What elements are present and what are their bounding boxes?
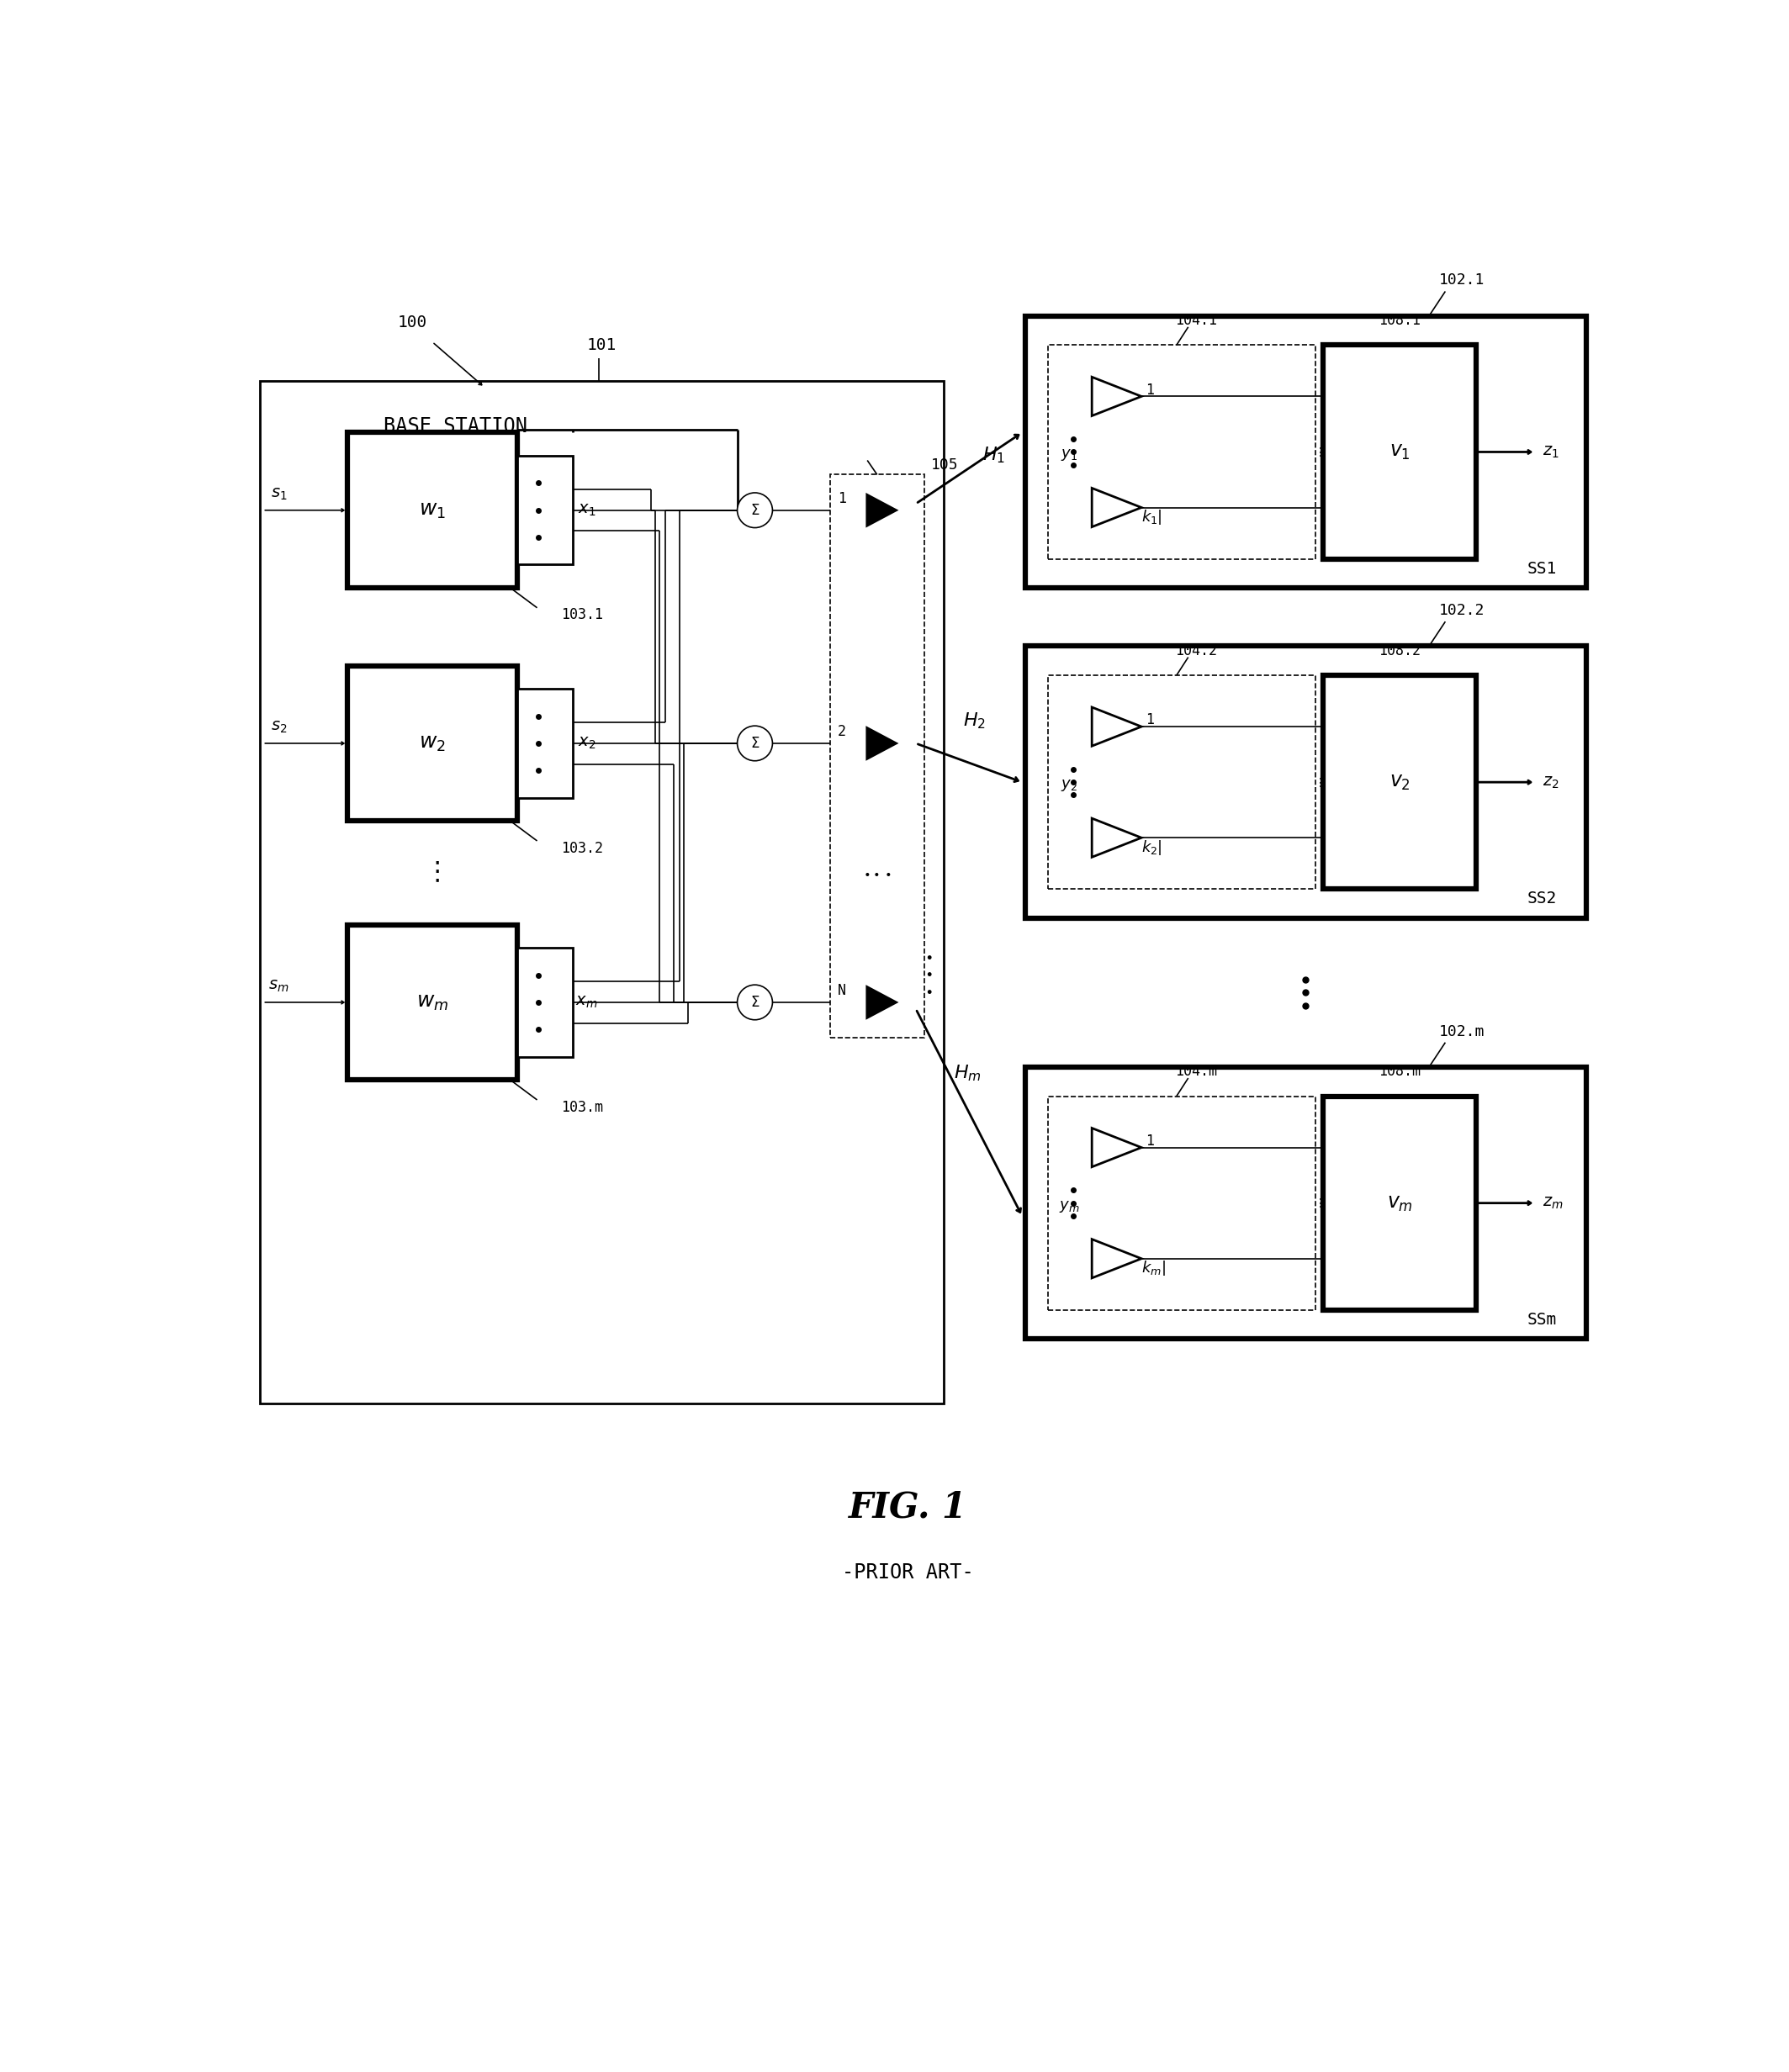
Bar [1048,1096,1315,1310]
Text: 102.2: 102.2 [1438,603,1485,617]
Text: $k_1$|: $k_1$| [1141,508,1163,526]
Polygon shape [868,727,896,758]
Text: 1: 1 [837,491,846,506]
Text: 108.m: 108.m [1379,1065,1420,1080]
Text: SS2: SS2 [1528,891,1556,908]
Text: SSm: SSm [1528,1312,1556,1328]
Text: $\vdots$: $\vdots$ [1313,445,1322,458]
Text: $w_1$: $w_1$ [419,499,445,520]
Bar [1025,315,1587,588]
Circle shape [737,725,773,760]
Text: 100: 100 [397,315,428,329]
Bar [517,947,572,1057]
Text: $v_m$: $v_m$ [1386,1193,1413,1212]
Text: $\Sigma$: $\Sigma$ [750,995,760,1009]
Text: 108.1: 108.1 [1379,313,1420,327]
Text: 103.1: 103.1 [562,607,603,624]
Text: 1: 1 [1147,1133,1154,1148]
Polygon shape [868,495,896,526]
Text: 103.m: 103.m [562,1100,603,1115]
Text: $\vdots$: $\vdots$ [1313,775,1322,789]
Text: $k_m$|: $k_m$| [1141,1260,1166,1278]
Text: BASE STATION: BASE STATION [383,416,528,435]
Text: $z_1$: $z_1$ [1542,443,1560,460]
Bar [1048,346,1315,559]
Bar [347,433,517,588]
Text: 108.2: 108.2 [1379,642,1420,659]
Bar [517,456,572,564]
Text: N: N [837,982,846,999]
Text: $z_2$: $z_2$ [1542,775,1560,789]
Text: $v_1$: $v_1$ [1390,441,1410,462]
Text: $v_2$: $v_2$ [1390,773,1410,792]
Bar [347,924,517,1080]
Text: $\Sigma$: $\Sigma$ [750,503,760,518]
Text: $\Sigma$: $\Sigma$ [750,736,760,750]
Text: $s_1$: $s_1$ [270,487,288,501]
Text: $s_m$: $s_m$ [268,978,290,995]
Text: $y_m$: $y_m$ [1059,1200,1079,1214]
Bar [1025,1067,1587,1339]
Bar [1048,675,1315,889]
Bar [1324,675,1476,889]
Bar [517,688,572,798]
Polygon shape [1091,489,1141,526]
Text: 105: 105 [930,458,959,472]
Circle shape [737,984,773,1019]
Text: 1: 1 [1147,713,1154,727]
Text: 2: 2 [837,723,846,740]
Bar [259,381,945,1405]
Bar [1324,1096,1476,1310]
Text: 104.1: 104.1 [1175,313,1217,327]
Text: -PRIOR ART-: -PRIOR ART- [843,1562,973,1583]
Text: SS1: SS1 [1528,562,1556,576]
Text: $\bullet$
$\bullet$
$\bullet$: $\bullet$ $\bullet$ $\bullet$ [925,949,932,999]
Text: $\vdots$: $\vdots$ [1313,1198,1322,1210]
Bar [1324,346,1476,559]
Text: 102.m: 102.m [1438,1024,1485,1038]
Text: $w_2$: $w_2$ [419,733,445,754]
Text: $s_2$: $s_2$ [270,719,288,736]
Polygon shape [1091,818,1141,858]
Text: $\bullet\bullet\bullet$: $\bullet\bullet\bullet$ [862,866,891,879]
Text: 104.2: 104.2 [1175,642,1217,659]
Text: 102.1: 102.1 [1438,274,1485,288]
Text: $H_1$: $H_1$ [982,445,1005,464]
Text: $z_m$: $z_m$ [1542,1196,1564,1210]
Text: $H_2$: $H_2$ [962,711,986,731]
Text: $k_2$|: $k_2$| [1141,839,1163,856]
Polygon shape [1091,377,1141,416]
Polygon shape [1091,1239,1141,1278]
Text: $H_m$: $H_m$ [954,1063,982,1084]
Text: $w_m$: $w_m$ [417,992,449,1013]
Polygon shape [1091,707,1141,746]
Polygon shape [1091,1127,1141,1167]
Text: $x_1$: $x_1$ [578,501,596,518]
Bar [1025,646,1587,918]
Text: 1: 1 [1147,383,1154,398]
Text: $y_1$: $y_1$ [1061,448,1077,462]
Text: $\vdots$: $\vdots$ [424,860,440,885]
Text: FIG. 1: FIG. 1 [848,1490,968,1525]
Text: $x_m$: $x_m$ [576,995,598,1011]
Bar [347,665,517,821]
Polygon shape [868,986,896,1017]
Circle shape [737,493,773,528]
Text: 103.2: 103.2 [562,841,603,856]
Bar [830,474,925,1038]
Text: $y_2$: $y_2$ [1061,777,1077,794]
Text: $x_2$: $x_2$ [578,736,596,752]
Text: 101: 101 [587,338,617,352]
Text: 104.m: 104.m [1175,1065,1217,1080]
